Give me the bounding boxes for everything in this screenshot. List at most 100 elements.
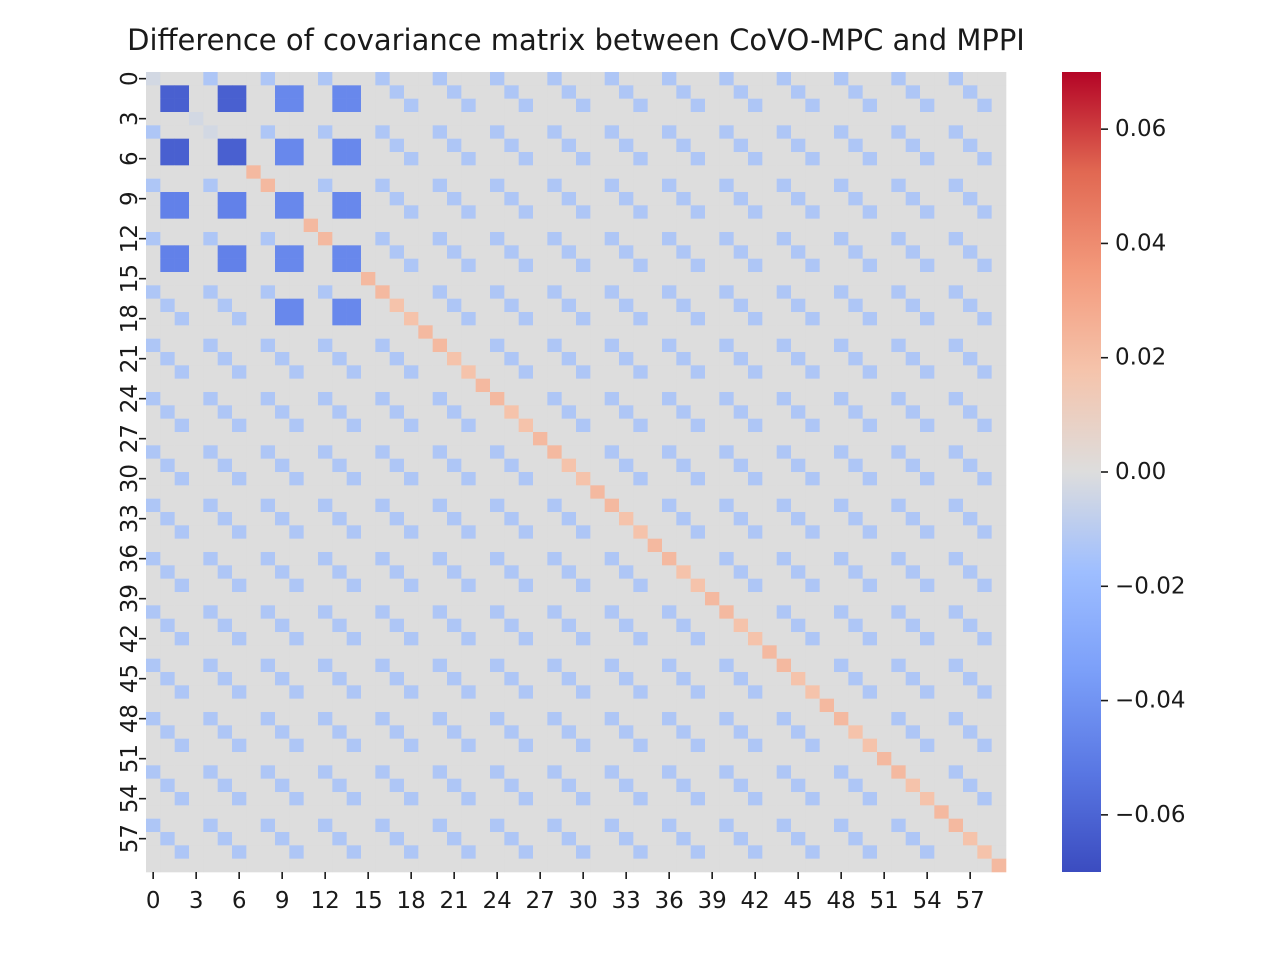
heatmap-cell [533,418,548,433]
heatmap-cell [848,565,863,579]
heatmap-cell [490,832,505,846]
y-tick-label: 9 [117,191,143,206]
heatmap-cell [217,712,233,726]
heatmap-cell [160,578,175,593]
heatmap-cell [805,125,820,139]
heatmap-cell [719,485,734,499]
heatmap-cell [303,832,319,846]
heatmap-cell [232,338,247,353]
heatmap-cell [189,765,204,779]
heatmap-cell [877,458,892,473]
heatmap-cell [561,498,577,513]
heatmap-cell [203,165,218,179]
heatmap-cell [189,392,204,406]
heatmap-cell [490,445,505,459]
heatmap-cell [848,325,863,339]
heatmap-cell [891,285,906,299]
heatmap-cell [203,792,218,806]
heatmap-cell [332,392,347,406]
heatmap-cell [805,685,820,699]
heatmap-cell [203,418,218,433]
heatmap-cell [504,165,519,179]
heatmap-cell [576,738,591,753]
heatmap-cell [662,218,677,233]
heatmap-cell [991,365,1007,379]
heatmap-cell [389,512,405,526]
heatmap-cell [877,498,892,513]
heatmap-cell [275,85,290,99]
heatmap-cell [891,618,906,633]
heatmap-cell [332,432,347,446]
heatmap-cell [834,472,849,486]
heatmap-cell [375,605,390,619]
x-tick-label: 0 [146,888,161,914]
heatmap-cell [232,698,247,713]
heatmap-cell [905,818,921,833]
heatmap-cell [203,618,218,633]
heatmap-cell [533,125,548,139]
heatmap-cell [361,338,376,353]
heatmap-cell [533,778,548,793]
heatmap-cell [834,245,849,259]
heatmap-cell [561,725,577,739]
heatmap-cell [232,352,247,366]
heatmap-cell [891,805,906,819]
heatmap-cell [246,298,261,313]
heatmap-cell [834,405,849,419]
heatmap-cell [762,485,777,499]
heatmap-cell [547,658,562,673]
heatmap-cell [490,178,505,193]
heatmap-cell [633,192,648,206]
heatmap-cell [633,645,648,659]
heatmap-cell [504,805,519,819]
heatmap-cell [662,72,677,86]
heatmap-cell [791,325,806,339]
heatmap-cell [547,325,562,339]
heatmap-cell [705,725,720,739]
heatmap-cell [590,552,605,566]
heatmap-cell [690,778,706,793]
heatmap-cell [332,285,347,299]
heatmap-cell [518,832,534,846]
heatmap-cell [662,778,677,793]
heatmap-cell [203,392,218,406]
heatmap-cell [389,445,405,459]
heatmap-cell [232,845,247,859]
heatmap-cell [705,378,720,393]
heatmap-cell [948,312,964,326]
heatmap-cell [375,805,390,819]
heatmap-cell [805,845,820,859]
heatmap-cell [647,232,663,246]
heatmap-cell [690,392,706,406]
heatmap-cell [146,352,161,366]
heatmap-cell [991,512,1007,526]
heatmap-cell [619,685,634,699]
heatmap-cell [920,712,935,726]
heatmap-cell [461,205,476,219]
heatmap-cell [963,858,978,873]
y-tick-label: 39 [117,584,143,613]
heatmap-cell [690,165,706,179]
heatmap-cell [834,272,849,286]
heatmap-cell [733,218,749,233]
heatmap-cell [303,685,319,699]
heatmap-cell [232,485,247,499]
heatmap-cell [576,338,591,353]
heatmap-cell [590,285,605,299]
heatmap-cell [447,632,462,646]
heatmap-cell [604,178,620,193]
heatmap-cell [418,285,433,299]
y-tick-label: 45 [117,664,143,693]
heatmap-cell [590,138,605,153]
heatmap-cell [748,712,763,726]
heatmap-cell [762,578,777,593]
heatmap-cell [905,712,921,726]
heatmap-cell [576,552,591,566]
colorbar-tick-label: 0.00 [1115,459,1166,485]
heatmap-cell [375,845,390,859]
heatmap-cell [805,338,820,353]
heatmap-cell [418,218,433,233]
heatmap-cell [647,752,663,766]
heatmap-cell [690,352,706,366]
heatmap-cell [275,472,290,486]
